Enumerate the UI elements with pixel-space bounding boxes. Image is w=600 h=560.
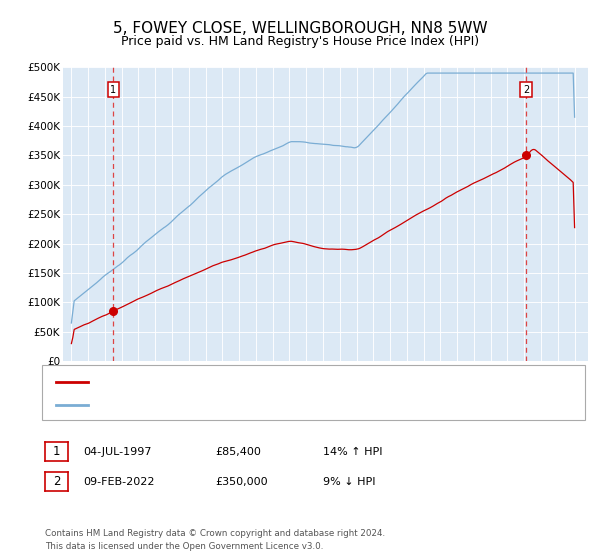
Text: Price paid vs. HM Land Registry's House Price Index (HPI): Price paid vs. HM Land Registry's House … (121, 35, 479, 48)
Text: 9% ↓ HPI: 9% ↓ HPI (323, 477, 376, 487)
Text: £85,400: £85,400 (215, 447, 260, 457)
Text: 14% ↑ HPI: 14% ↑ HPI (323, 447, 382, 457)
Text: 5, FOWEY CLOSE, WELLINGBOROUGH, NN8 5WW (detached house): 5, FOWEY CLOSE, WELLINGBOROUGH, NN8 5WW … (94, 377, 429, 387)
Text: 5, FOWEY CLOSE, WELLINGBOROUGH, NN8 5WW: 5, FOWEY CLOSE, WELLINGBOROUGH, NN8 5WW (113, 21, 487, 36)
Text: 1: 1 (53, 445, 60, 459)
Text: 2: 2 (53, 475, 60, 488)
Text: 04-JUL-1997: 04-JUL-1997 (83, 447, 151, 457)
Text: Contains HM Land Registry data © Crown copyright and database right 2024.
This d: Contains HM Land Registry data © Crown c… (45, 529, 385, 552)
Text: £350,000: £350,000 (215, 477, 268, 487)
Text: 1: 1 (110, 85, 116, 95)
Text: HPI: Average price, detached house, North Northamptonshire: HPI: Average price, detached house, Nort… (94, 400, 400, 410)
Text: 09-FEB-2022: 09-FEB-2022 (83, 477, 154, 487)
Text: 2: 2 (523, 85, 529, 95)
